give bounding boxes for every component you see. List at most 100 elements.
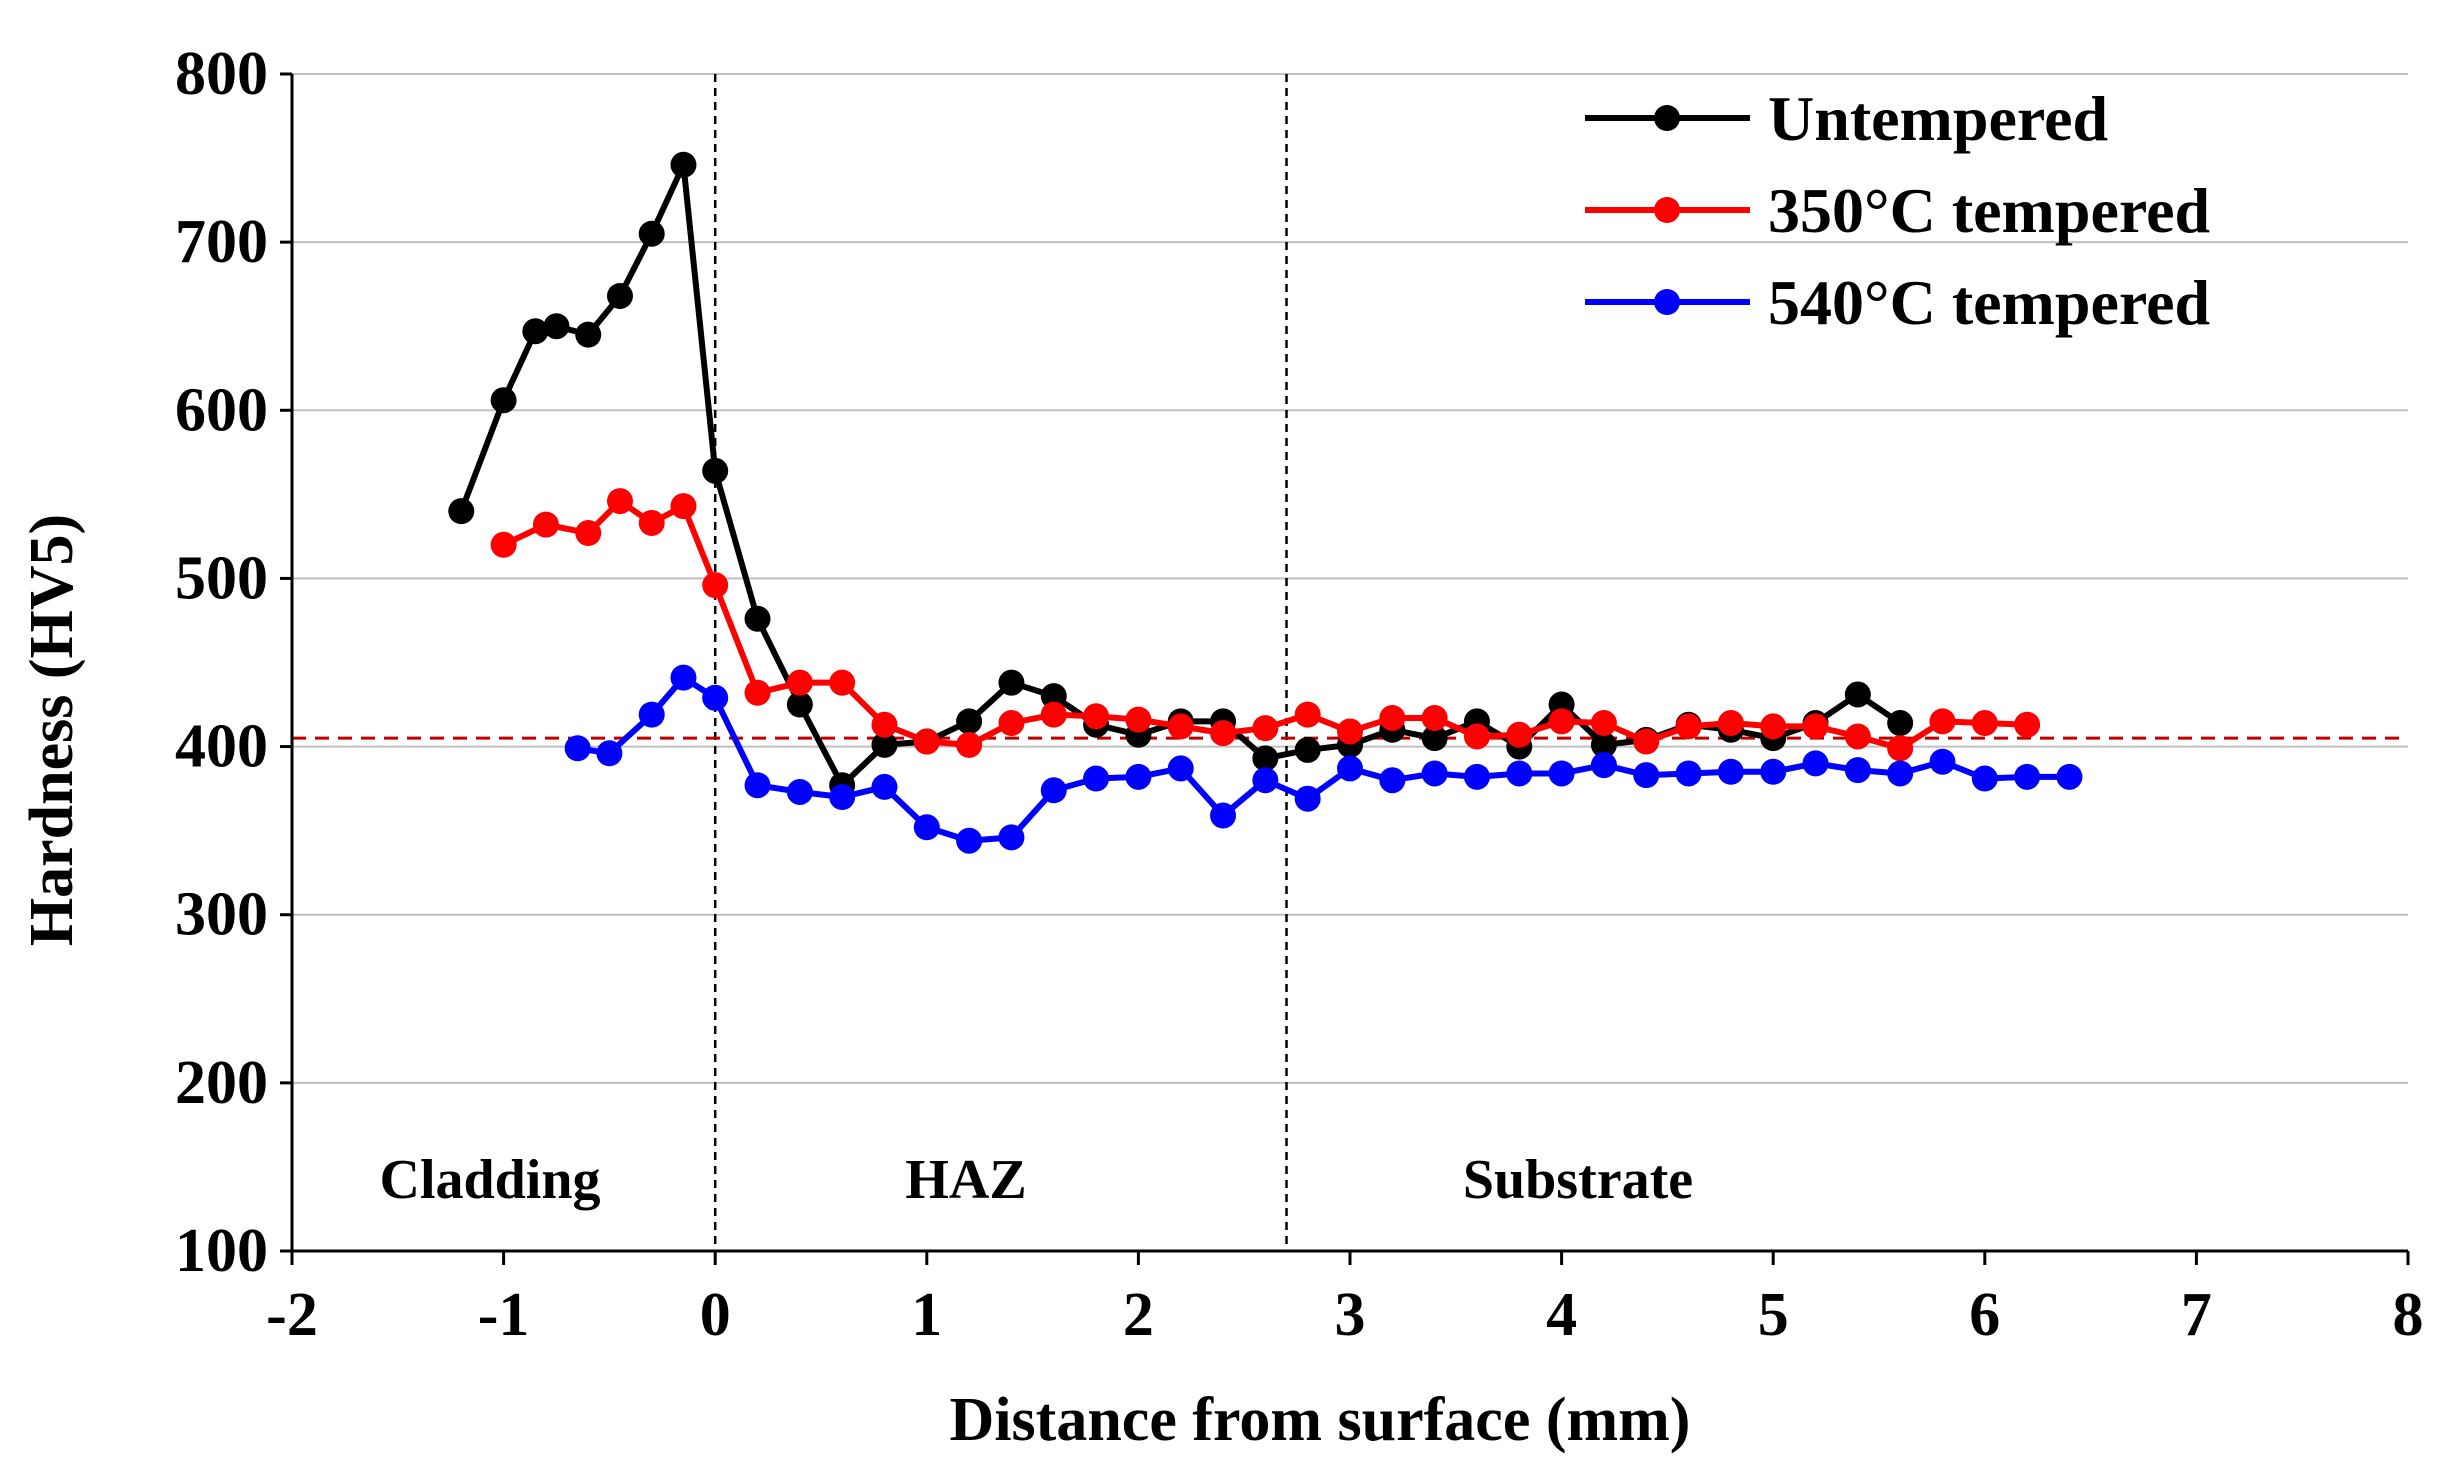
legend: Untempered 350°C tempered 540°C tempered [1585,83,2210,338]
y-tick-label: 300 [175,881,268,949]
data-point [913,728,940,755]
y-tick-labels: 100 200 300 400 500 600 700 800 [175,40,268,1285]
data-point [1337,755,1363,782]
y-tick-label: 400 [175,713,268,781]
y-tick-label: 200 [175,1049,268,1117]
data-point [1929,708,1956,735]
data-point [1210,720,1237,747]
data-point [1760,758,1787,785]
legend-marker [1654,289,1680,315]
data-point [1083,765,1110,792]
data-point [1252,745,1279,772]
data-point [1802,750,1829,777]
data-point [670,493,697,520]
data-point [1971,765,1998,792]
legend-label: Untempered [1768,83,2108,154]
y-tick-label: 800 [175,40,268,108]
data-point [1675,760,1702,787]
data-point [1844,681,1871,708]
x-tick-label: 0 [700,1281,731,1349]
data-point [1633,762,1660,789]
y-tick-label: 700 [175,208,268,276]
data-point [1463,723,1490,750]
data-point [1379,767,1406,794]
region-label-cladding: Cladding [380,1149,601,1211]
series-1 [490,488,2041,762]
data-point [1802,713,1829,740]
data-point [564,735,591,762]
x-tick-label: 4 [1546,1281,1577,1349]
series-group [448,151,2083,854]
data-point [1717,758,1744,785]
x-tick-label: -1 [478,1281,530,1349]
data-point [2014,711,2041,738]
data-point [670,664,697,691]
data-point [1040,683,1067,710]
data-point [871,773,898,800]
data-point [1252,767,1279,794]
data-point [1083,703,1110,730]
data-point [702,684,729,711]
x-axis-title: Distance from surface (mm) [950,1386,1691,1454]
data-point [956,708,983,735]
data-point [1463,763,1490,790]
data-point [1590,710,1617,737]
series-2 [564,664,2083,854]
x-tick-label: 2 [1123,1281,1154,1349]
data-point [490,387,517,414]
data-point [1506,760,1533,787]
data-point [606,282,633,309]
series-0 [448,151,1914,799]
data-point [1844,757,1871,784]
series-line [458,161,1902,789]
data-point [1548,760,1575,787]
data-point [1040,777,1067,804]
data-point [1929,748,1956,775]
data-point [1040,701,1067,728]
data-point [1125,706,1152,733]
x-tick-label: 8 [2393,1281,2424,1349]
data-point [744,772,771,799]
data-point [1125,763,1152,790]
data-point [1887,760,1914,787]
data-point [638,509,665,536]
data-point [575,321,602,348]
data-point [1294,785,1321,812]
data-point [1590,731,1617,758]
data-point [1294,736,1321,763]
x-tick-label: 1 [911,1281,942,1349]
data-point [1506,721,1533,748]
x-tick-label: 7 [2181,1281,2212,1349]
data-point [829,784,856,811]
data-point [998,710,1025,737]
data-point [871,731,898,758]
data-point [1590,752,1617,779]
data-point [1421,760,1448,787]
region-label-substrate: Substrate [1463,1149,1693,1211]
legend-marker [1654,105,1680,131]
data-point [1844,723,1871,750]
data-point [702,572,729,599]
data-point [606,488,633,515]
data-point [1167,755,1194,782]
data-point [575,520,602,547]
legend-label: 540°C tempered [1768,267,2210,338]
data-point [913,814,940,841]
data-point [998,824,1025,851]
data-point [744,679,771,706]
data-point [1167,713,1194,740]
region-boundaries [713,74,1288,1251]
data-point [829,669,856,696]
data-point [1633,728,1660,755]
data-point [522,318,549,345]
data-point [1421,725,1448,752]
data-point [596,740,623,767]
data-point [786,691,813,718]
x-tick-label: 6 [1969,1281,2000,1349]
data-point [1337,718,1363,745]
legend-marker [1654,197,1680,223]
data-point [638,701,665,728]
data-point [702,457,729,484]
data-point [1675,713,1702,740]
